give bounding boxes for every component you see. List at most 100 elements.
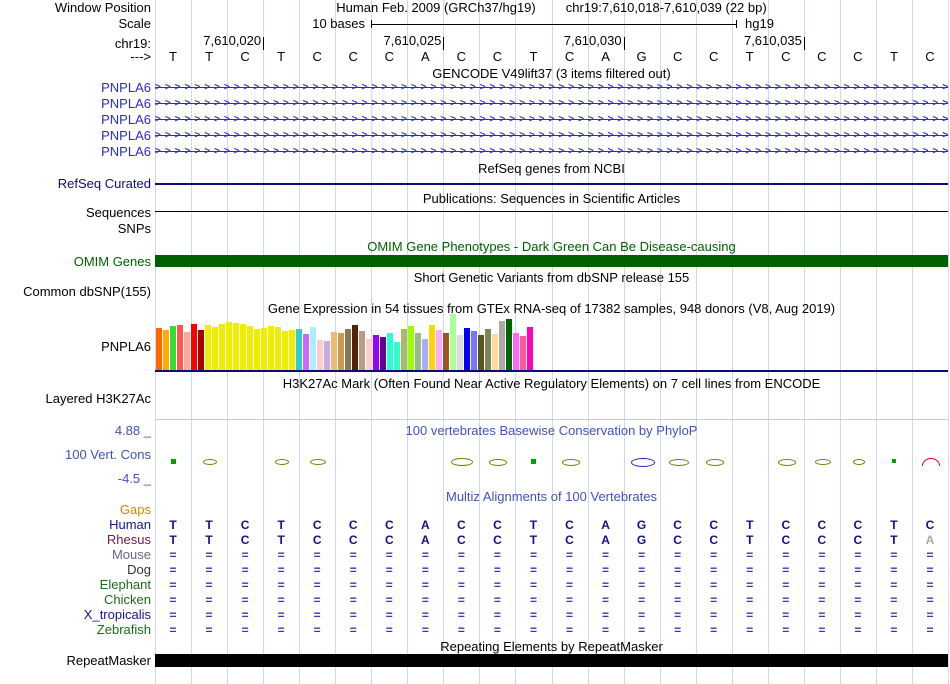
- gtex-tissue-bar[interactable]: [485, 329, 491, 370]
- gtex-tissue-bar[interactable]: [527, 327, 533, 370]
- species-alignment-row[interactable]: = = = = = = = = = = = = = = = = = = = = = =: [155, 623, 948, 637]
- gtex-tissue-bar[interactable]: [254, 329, 260, 370]
- sequences-item[interactable]: [155, 211, 948, 212]
- gtex-tissue-bar[interactable]: [261, 328, 267, 370]
- repeatmasker-label[interactable]: RepeatMasker: [66, 653, 151, 668]
- snps-label[interactable]: SNPs: [117, 221, 151, 236]
- species-alignment-row[interactable]: = = = = = = = = = = = = = = = = = = = = = =: [155, 563, 948, 577]
- gencode-transcript-label[interactable]: PNPLA6: [101, 96, 151, 111]
- gtex-tissue-bar[interactable]: [163, 330, 169, 370]
- repeatmasker-bar[interactable]: [155, 654, 948, 667]
- vert-cons-label[interactable]: 100 Vert. Cons: [65, 447, 151, 462]
- gtex-tissue-bar[interactable]: [303, 334, 309, 370]
- gtex-gene-label[interactable]: PNPLA6: [101, 339, 151, 354]
- gtex-tissue-bar[interactable]: [317, 340, 323, 370]
- species-alignment-row[interactable]: = = = = = = = = = = = = = = = = = = = = = =: [155, 593, 948, 607]
- species-alignment-row[interactable]: = = = = = = = = = = = = = = = = = = = = = =: [155, 578, 948, 592]
- species-label-elephant[interactable]: Elephant: [99, 577, 151, 592]
- omim-genes-label[interactable]: OMIM Genes: [73, 254, 151, 269]
- gtex-tissue-bar[interactable]: [443, 333, 449, 370]
- gtex-tissue-bar[interactable]: [499, 321, 505, 370]
- alignment-char: =: [782, 623, 790, 637]
- gtex-tissue-bar[interactable]: [380, 337, 386, 370]
- gtex-tissue-bar[interactable]: [275, 327, 281, 370]
- refseq-curated-item[interactable]: [155, 183, 948, 185]
- omim-genes-bar[interactable]: [155, 255, 948, 267]
- gtex-tissue-bar[interactable]: [296, 329, 302, 370]
- gtex-tissue-bar[interactable]: [471, 331, 477, 370]
- gtex-tissue-bar[interactable]: [422, 339, 428, 370]
- gtex-tissue-bar[interactable]: [352, 325, 358, 370]
- gtex-expression-bars[interactable]: [155, 314, 948, 370]
- species-label-rhesus[interactable]: Rhesus: [106, 532, 151, 547]
- gtex-tissue-bar[interactable]: [198, 330, 204, 370]
- gencode-transcript-label[interactable]: PNPLA6: [101, 80, 151, 95]
- alignment-char: =: [349, 548, 357, 562]
- alignment-char: C: [817, 533, 827, 547]
- gtex-tissue-bar[interactable]: [450, 314, 456, 370]
- species-label-x_tropicalis[interactable]: X_tropicalis: [83, 607, 151, 622]
- gencode-transcript-label[interactable]: PNPLA6: [101, 128, 151, 143]
- species-alignment-row[interactable]: = = = = = = = = = = = = = = = = = = = = = =: [155, 608, 948, 622]
- gtex-tissue-bar[interactable]: [513, 333, 519, 370]
- gtex-tissue-bar[interactable]: [387, 333, 393, 370]
- alignment-char: C: [384, 533, 394, 547]
- gtex-tissue-bar[interactable]: [394, 342, 400, 370]
- gtex-tissue-bar[interactable]: [226, 322, 232, 370]
- layered-h3k27ac-label[interactable]: Layered H3K27Ac: [45, 391, 151, 406]
- gtex-tissue-bar[interactable]: [464, 328, 470, 370]
- gtex-tissue-bar[interactable]: [457, 335, 463, 370]
- gtex-tissue-bar[interactable]: [408, 326, 414, 370]
- gtex-tissue-bar[interactable]: [478, 335, 484, 370]
- gtex-tissue-bar[interactable]: [240, 324, 246, 370]
- phylop-conservation-track[interactable]: [155, 438, 948, 484]
- common-dbsnp-label[interactable]: Common dbSNP(155): [23, 284, 151, 299]
- species-label-zebrafish[interactable]: Zebrafish: [96, 622, 151, 637]
- gtex-tissue-bar[interactable]: [247, 326, 253, 370]
- gtex-tissue-bar[interactable]: [177, 325, 183, 370]
- gtex-tissue-bar[interactable]: [366, 339, 372, 370]
- gencode-transcript-label[interactable]: PNPLA6: [101, 112, 151, 127]
- gtex-tissue-bar[interactable]: [436, 330, 442, 370]
- gtex-tissue-bar[interactable]: [401, 329, 407, 370]
- gtex-tissue-bar[interactable]: [373, 335, 379, 370]
- gtex-tissue-bar[interactable]: [310, 327, 316, 370]
- gtex-tissue-bar[interactable]: [212, 327, 218, 370]
- gtex-tissue-bar[interactable]: [520, 336, 526, 370]
- species-alignment-row[interactable]: = = = = = = = = = = = = = = = = = = = = = =: [155, 548, 948, 562]
- gtex-tissue-bar[interactable]: [156, 328, 162, 370]
- gencode-transcript-item[interactable]: >>>>>>>>>>>>>>>>>>>>>>>>>>>>>>>>>>>>>>>>…: [155, 97, 948, 111]
- species-label-human[interactable]: Human: [109, 517, 151, 532]
- species-label-mouse[interactable]: Mouse: [111, 547, 151, 562]
- gencode-transcript-label[interactable]: PNPLA6: [101, 144, 151, 159]
- gencode-transcript-item[interactable]: >>>>>>>>>>>>>>>>>>>>>>>>>>>>>>>>>>>>>>>>…: [155, 129, 948, 143]
- gencode-transcript-item[interactable]: >>>>>>>>>>>>>>>>>>>>>>>>>>>>>>>>>>>>>>>>…: [155, 81, 948, 95]
- gtex-tissue-bar[interactable]: [492, 334, 498, 370]
- sequences-label[interactable]: Sequences: [85, 205, 151, 220]
- gtex-tissue-bar[interactable]: [331, 332, 337, 370]
- refseq-curated-label[interactable]: RefSeq Curated: [57, 176, 151, 191]
- gtex-tissue-bar[interactable]: [359, 331, 365, 370]
- gtex-tissue-bar[interactable]: [184, 332, 190, 370]
- species-label-gaps[interactable]: Gaps: [119, 502, 151, 517]
- gtex-tissue-bar[interactable]: [345, 329, 351, 370]
- gtex-tissue-bar[interactable]: [219, 324, 225, 370]
- gencode-transcript-item[interactable]: >>>>>>>>>>>>>>>>>>>>>>>>>>>>>>>>>>>>>>>>…: [155, 145, 948, 159]
- species-label-dog[interactable]: Dog: [127, 562, 151, 577]
- gtex-tissue-bar[interactable]: [268, 326, 274, 370]
- gtex-tissue-bar[interactable]: [324, 341, 330, 370]
- gtex-tissue-bar[interactable]: [233, 323, 239, 370]
- gtex-tissue-bar[interactable]: [170, 326, 176, 370]
- gtex-tissue-bar[interactable]: [289, 330, 295, 370]
- gtex-tissue-bar[interactable]: [338, 333, 344, 370]
- gencode-transcript-item[interactable]: >>>>>>>>>>>>>>>>>>>>>>>>>>>>>>>>>>>>>>>>…: [155, 113, 948, 127]
- species-label-chicken[interactable]: Chicken: [104, 592, 151, 607]
- gtex-tissue-bar[interactable]: [191, 324, 197, 370]
- gtex-tissue-bar[interactable]: [415, 333, 421, 370]
- gtex-tissue-bar[interactable]: [282, 331, 288, 370]
- gtex-tissue-bar[interactable]: [506, 319, 512, 370]
- gtex-tissue-bar[interactable]: [205, 325, 211, 370]
- gtex-tissue-bar[interactable]: [429, 325, 435, 370]
